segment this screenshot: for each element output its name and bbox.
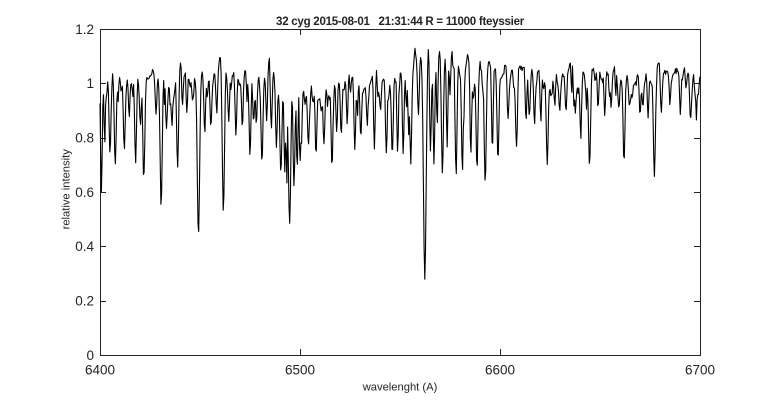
svg-text:0: 0 [86, 348, 94, 363]
svg-text:0.6: 0.6 [75, 185, 94, 200]
svg-text:wavelenght (A): wavelenght (A) [362, 382, 438, 394]
svg-text:0.8: 0.8 [75, 130, 94, 145]
svg-text:0.4: 0.4 [75, 239, 94, 254]
svg-text:1.2: 1.2 [75, 22, 94, 37]
svg-text:6600: 6600 [485, 363, 515, 378]
svg-text:6500: 6500 [285, 363, 315, 378]
svg-text:6400: 6400 [85, 363, 115, 378]
svg-text:32 cyg 2015-08-01 21:31:44 R: 32 cyg 2015-08-01 21:31:44 R = 11000 fte… [276, 16, 525, 28]
svg-text:1: 1 [86, 76, 94, 91]
svg-text:6700: 6700 [685, 363, 715, 378]
svg-text:0.2: 0.2 [75, 293, 94, 308]
svg-text:relative intensity: relative intensity [61, 149, 73, 230]
